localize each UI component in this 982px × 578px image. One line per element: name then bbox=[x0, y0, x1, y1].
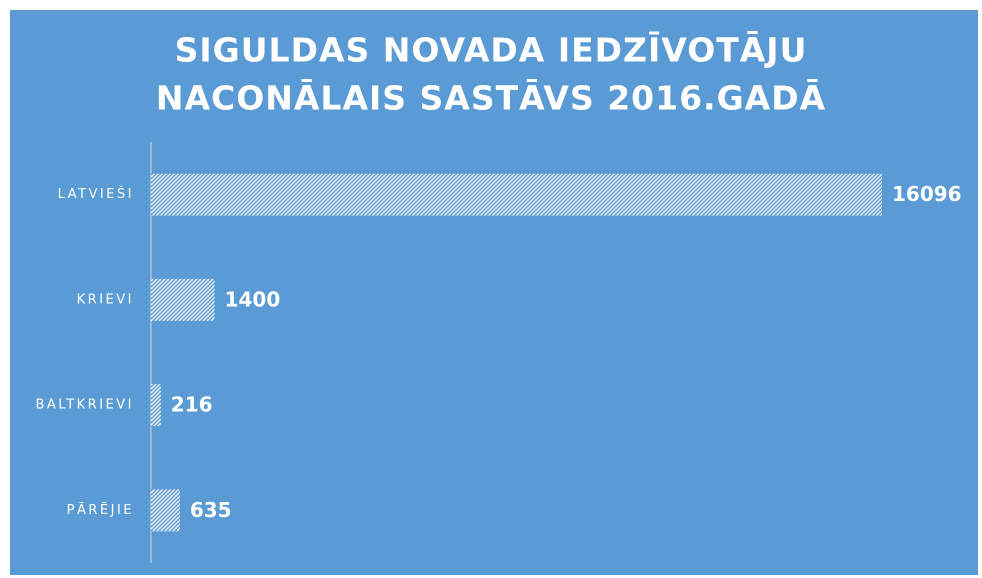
bar bbox=[151, 384, 161, 427]
bar bbox=[151, 489, 180, 532]
category-label: KRIEVI bbox=[77, 292, 134, 307]
category-label: BALTKRIEVI bbox=[35, 398, 134, 413]
bar bbox=[151, 278, 215, 321]
data-label: 16096 bbox=[892, 182, 962, 206]
chart-title: SIGULDAS NOVADA IEDZĪVOTĀJU bbox=[175, 31, 808, 70]
data-label: 635 bbox=[190, 498, 232, 522]
data-label: 216 bbox=[171, 393, 213, 417]
category-label: PĀRĒJIE bbox=[67, 503, 134, 518]
chart-title: NACONĀLAIS SASTĀVS 2016.GADĀ bbox=[156, 79, 826, 118]
bar bbox=[151, 173, 882, 216]
category-label: LATVIEŠI bbox=[58, 186, 134, 202]
data-label: 1400 bbox=[225, 287, 281, 311]
